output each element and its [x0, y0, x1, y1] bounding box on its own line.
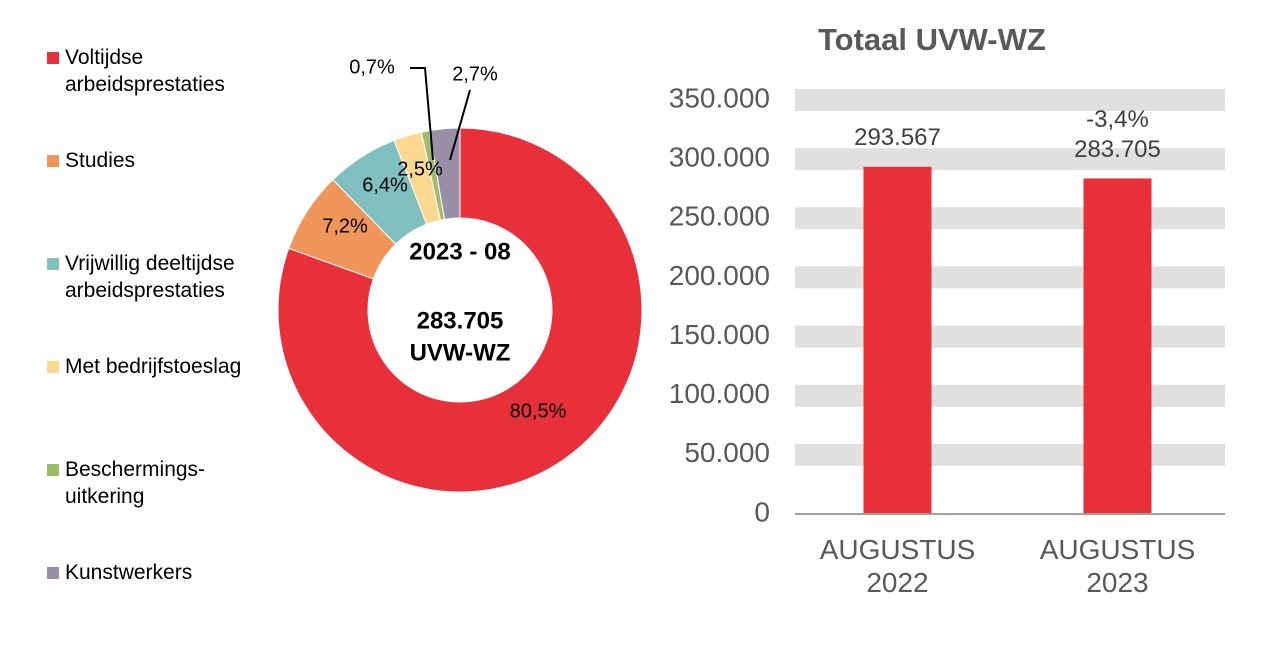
y-tick-label: 100.000 — [669, 378, 770, 409]
legend-swatch — [47, 258, 59, 270]
center-label: 2023 - 08 — [409, 238, 510, 265]
data-label: 2,7% — [452, 63, 498, 85]
legend-label: Met bedrijfstoeslag — [65, 355, 242, 378]
bar — [1083, 178, 1152, 514]
x-tick-label: AUGUSTUS 2022 — [819, 534, 976, 598]
data-label: 293.567 — [854, 124, 941, 151]
data-label: 2,5% — [397, 158, 443, 180]
y-tick-label: 300.000 — [669, 142, 770, 173]
legend-label: Vrijwillig deeltijdse arbeidsprestaties — [65, 252, 235, 302]
center-label: UVW-WZ — [410, 339, 511, 366]
legend-swatch — [47, 464, 59, 476]
y-tick-label: 200.000 — [669, 260, 770, 291]
legend-label: Beschermings-uitkering — [65, 458, 206, 508]
data-label: 283.705 — [1074, 136, 1161, 163]
data-label: 6,4% — [362, 174, 408, 196]
leader-line — [449, 89, 471, 161]
legend-swatch — [47, 52, 59, 64]
y-tick-label: 50.000 — [684, 437, 770, 468]
annotation: -3,4% — [1086, 106, 1149, 133]
y-tick-label: 350.000 — [669, 82, 770, 113]
bar — [863, 166, 932, 514]
data-label: 0,7% — [349, 56, 395, 78]
legend-swatch — [47, 567, 59, 579]
center-label: 283.705 — [417, 307, 504, 334]
chart-title: Totaal UVW-WZ — [818, 22, 1046, 57]
donut-segment — [277, 127, 643, 493]
data-label: 7,2% — [322, 215, 368, 237]
legend-label: Studies — [65, 149, 136, 172]
leader-line — [410, 67, 434, 161]
y-tick-label: 0 — [754, 496, 770, 527]
legend-swatch — [47, 361, 59, 373]
legend-swatch — [47, 155, 59, 167]
legend-label: Voltijdse arbeidsprestaties — [65, 46, 225, 96]
legend-label: Kunstwerkers — [65, 561, 193, 584]
y-tick-label: 250.000 — [669, 201, 770, 232]
data-label: 80,5% — [510, 400, 567, 422]
y-tick-label: 150.000 — [669, 319, 770, 350]
x-tick-label: AUGUSTUS 2023 — [1039, 534, 1196, 598]
